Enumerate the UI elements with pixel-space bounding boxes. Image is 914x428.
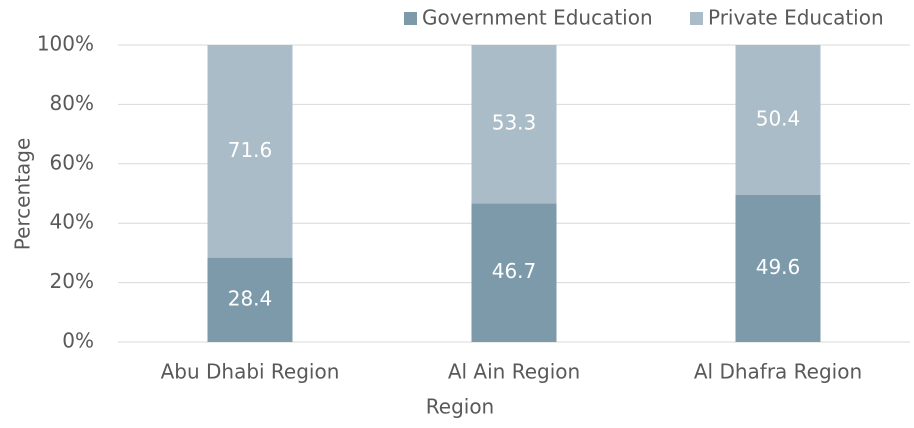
data-label: 28.4: [228, 286, 273, 310]
data-label: 53.3: [492, 111, 537, 135]
x-tick-label: Al Ain Region: [448, 360, 580, 384]
x-tick-label: Abu Dhabi Region: [161, 360, 340, 384]
legend-label: Government Education: [422, 6, 653, 30]
bar-segment: [471, 203, 557, 342]
y-tick-label: 0%: [62, 329, 94, 353]
y-tick-label: 20%: [50, 269, 94, 293]
y-tick-label: 80%: [50, 91, 94, 115]
data-label: 50.4: [756, 106, 801, 130]
y-axis-label: Percentage: [11, 138, 35, 251]
legend-label: Private Education: [708, 6, 884, 30]
x-tick-label: Al Dhafra Region: [694, 360, 862, 384]
bar-segment: [735, 194, 821, 342]
data-label: 49.6: [756, 255, 801, 279]
legend-swatch: [690, 12, 703, 25]
bar-segment: [207, 257, 293, 342]
y-tick-label: 60%: [50, 150, 94, 174]
data-label: 71.6: [228, 138, 273, 162]
legend-swatch: [404, 12, 417, 25]
x-axis-label: Region: [426, 395, 494, 419]
y-tick-label: 40%: [50, 210, 94, 234]
bar-segment: [471, 45, 557, 204]
data-label: 46.7: [492, 259, 537, 283]
bar-segment: [207, 45, 293, 258]
bar-segment: [735, 45, 821, 195]
y-tick-label: 100%: [37, 32, 94, 56]
